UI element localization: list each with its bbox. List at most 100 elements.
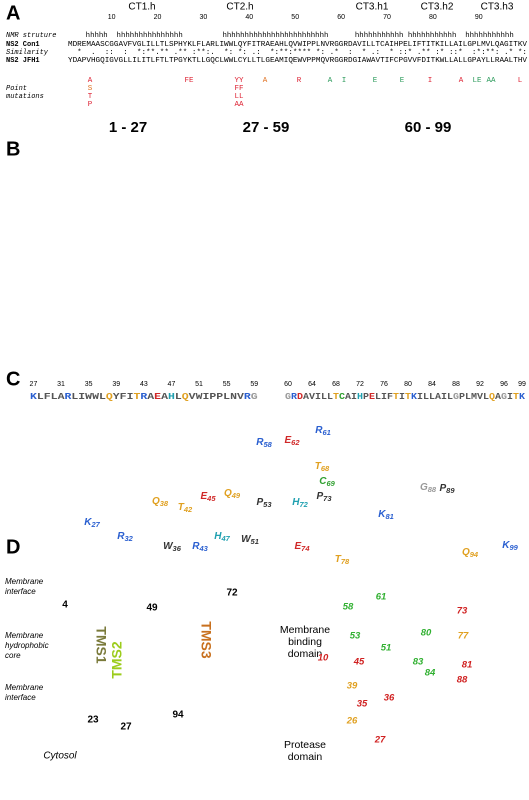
residue-label: T78 [335, 554, 350, 566]
residue-number: 73 [457, 606, 468, 617]
residue: I [441, 392, 447, 402]
residue-label: P73 [316, 491, 332, 503]
residue: L [51, 392, 58, 402]
residue-number: 38 [160, 499, 169, 508]
residue: F [387, 392, 393, 402]
residue-number: 45 [206, 494, 216, 503]
segment-label: 1 - 27 [109, 119, 147, 136]
residue: Q [182, 392, 190, 402]
residue: A [303, 392, 310, 402]
mutation: L [518, 77, 523, 85]
label-prefix: NS2 [176, 329, 197, 341]
ruler-number: 60 [337, 14, 345, 21]
mutation: R [297, 77, 302, 85]
residue-number: 77 [458, 631, 469, 642]
residue-label: E45 [200, 491, 216, 503]
residue-number: 80 [421, 628, 432, 639]
row-label: Similarity [6, 49, 49, 57]
residue: N [230, 392, 237, 402]
residue: I [78, 392, 85, 402]
tms-label: TMS3 [198, 621, 214, 659]
ruler-number: 70 [383, 14, 391, 21]
residue-letter: C [319, 476, 327, 487]
mutation: T [88, 93, 93, 101]
residue-number: 88 [428, 485, 437, 494]
residue-number: 27 [374, 735, 386, 746]
residue: L [327, 392, 333, 402]
residue: G [501, 392, 507, 402]
residue: P [209, 392, 217, 402]
residue: R [65, 392, 73, 402]
residue: V [189, 392, 197, 402]
ruler-number: 35 [85, 381, 93, 388]
ruler-number: 96 [500, 381, 508, 388]
residue: Q [106, 392, 114, 402]
mutation: A [459, 77, 464, 85]
ruler-number: 43 [140, 381, 148, 388]
mutation: P [88, 101, 93, 109]
residue-letter: T [178, 502, 185, 513]
residue: L [223, 392, 230, 402]
residue-label: W36 [163, 541, 182, 553]
residue-number: 99 [509, 543, 518, 552]
residue-label: R61 [315, 425, 331, 437]
ruler-number: 39 [112, 381, 120, 388]
residue: F [120, 392, 127, 402]
ruler-number: 51 [195, 381, 203, 388]
residue: I [507, 392, 513, 402]
residue: H [168, 392, 175, 402]
row-label: NS2 Con1 [6, 41, 40, 49]
helix-label: CT1.h [128, 2, 155, 13]
residue-letter: E [294, 541, 301, 552]
mutation: LL [234, 93, 244, 101]
sequence-row: YDAPVHGQIGVGLLILITLFTLTPGYKTLLGQCLWWLCYL… [68, 57, 528, 65]
label-subscript: 60-99 [313, 333, 332, 342]
mutation: AA [486, 77, 496, 85]
residue: C [339, 392, 346, 402]
residue: K [30, 392, 38, 402]
panel-a: A CT1.h CT2.h CT3.h1 CT3.h2 CT3.h3 10 20 30 40 50 6… [6, 2, 528, 136]
ruler-number: 90 [475, 14, 483, 21]
panel-letter: B [6, 138, 20, 160]
ruler-number: 30 [200, 14, 208, 21]
residue-label: W51 [241, 534, 259, 546]
residue-number: 39 [347, 681, 358, 692]
ruler-number: 80 [429, 14, 437, 21]
label-suffix: -GFP [333, 329, 358, 341]
residue: R [140, 392, 148, 402]
residue-number: 61 [376, 592, 387, 603]
residue-number: 94 [172, 710, 184, 721]
residue-number: 43 [198, 544, 208, 553]
residue: T [393, 392, 400, 402]
residue-number: 72 [299, 500, 308, 509]
label-suffix: -GFP [445, 329, 470, 341]
panel-letter: D [6, 536, 20, 558]
residue-label: G88 [420, 482, 437, 494]
residue-label: E62 [284, 435, 300, 447]
residue: L [483, 392, 489, 402]
residue: T [513, 392, 520, 402]
residue: H [357, 392, 363, 402]
residue: P [216, 392, 224, 402]
micrograph-label: NS21-99-GFP [410, 329, 471, 342]
segment-label: 60 - 99 [405, 119, 452, 136]
residue-label: R43 [192, 541, 208, 553]
residue-letter: P [439, 483, 446, 494]
ruler-number: 47 [168, 381, 176, 388]
residue-number: 4 [62, 600, 68, 611]
residue: I [127, 392, 134, 402]
mutation-label: mutations [6, 93, 44, 101]
residue: D [297, 392, 304, 402]
residue-number: 32 [124, 534, 133, 543]
micrograph-label: NS21-27-GFP [59, 329, 120, 342]
residue-letter: P [256, 497, 263, 508]
segment-label: 27 - 59 [243, 119, 290, 136]
residue-label: K99 [502, 540, 518, 552]
residue-letter: H [292, 497, 300, 508]
mutation: I [342, 77, 347, 85]
residue-number: 89 [446, 486, 455, 495]
ruler-number: 68 [332, 381, 340, 388]
residue-label: R32 [117, 531, 133, 543]
residue: I [399, 392, 405, 402]
